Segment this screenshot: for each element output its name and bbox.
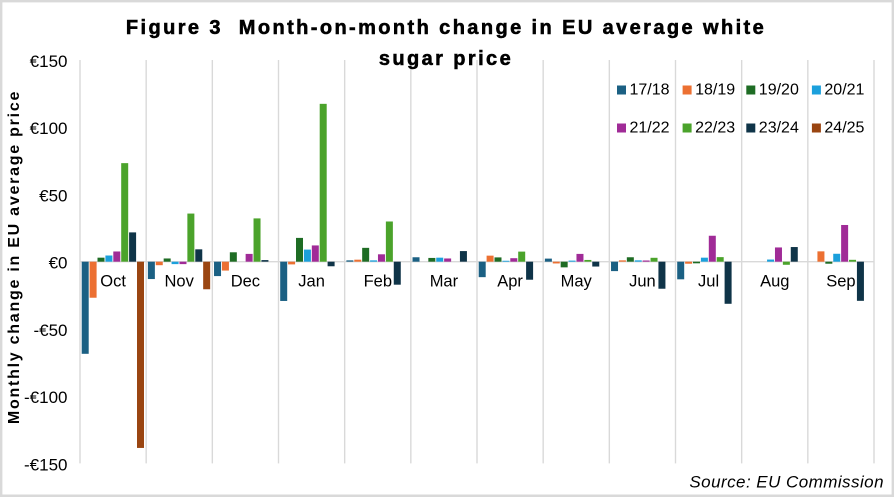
svg-text:€100: €100 <box>30 119 68 138</box>
svg-text:22/23: 22/23 <box>695 120 735 137</box>
svg-text:Jun: Jun <box>629 272 656 290</box>
svg-text:-€100: -€100 <box>24 388 67 407</box>
svg-text:Jul: Jul <box>698 272 719 290</box>
svg-text:18/19: 18/19 <box>695 82 735 99</box>
svg-text:Aug: Aug <box>760 272 789 290</box>
svg-text:Jan: Jan <box>298 272 325 290</box>
svg-text:€0: €0 <box>49 254 68 273</box>
svg-text:Sep: Sep <box>826 272 855 290</box>
svg-text:-€50: -€50 <box>33 321 67 340</box>
svg-text:21/22: 21/22 <box>630 120 670 137</box>
svg-text:Dec: Dec <box>231 272 260 290</box>
svg-text:Apr: Apr <box>497 272 523 290</box>
svg-text:Nov: Nov <box>165 272 195 290</box>
svg-text:-€150: -€150 <box>24 455 67 474</box>
svg-text:23/24: 23/24 <box>759 120 799 137</box>
svg-text:€150: €150 <box>30 52 68 71</box>
svg-text:May: May <box>561 272 593 290</box>
svg-text:Feb: Feb <box>364 272 392 290</box>
svg-text:Mar: Mar <box>430 272 459 290</box>
svg-text:sugar price: sugar price <box>379 48 513 70</box>
svg-text:20/21: 20/21 <box>824 82 864 99</box>
svg-text:Figure 3 Month-on-month chang: Figure 3 Month-on-month change in EU ave… <box>126 17 766 39</box>
svg-text:Source: EU Commission: Source: EU Commission <box>689 473 884 492</box>
svg-text:Monthly change in EU average p: Monthly change in EU average price <box>6 90 23 424</box>
svg-text:€50: €50 <box>39 187 67 206</box>
svg-text:19/20: 19/20 <box>759 82 799 99</box>
svg-text:24/25: 24/25 <box>824 120 864 137</box>
svg-text:Oct: Oct <box>100 272 126 290</box>
svg-text:17/18: 17/18 <box>630 82 670 99</box>
